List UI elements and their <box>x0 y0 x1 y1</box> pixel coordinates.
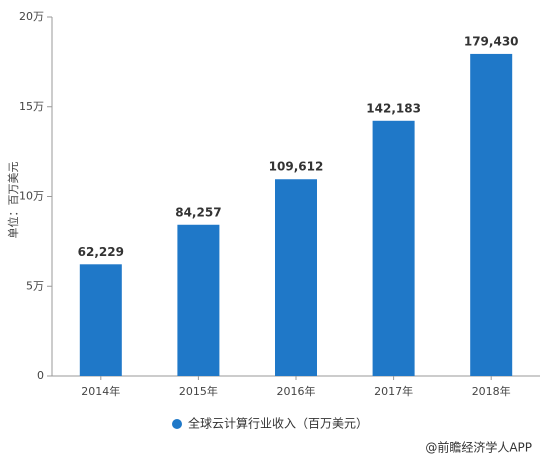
y-tick-label: 0 <box>37 369 44 382</box>
value-label: 142,183 <box>366 101 421 115</box>
value-label: 84,257 <box>175 205 221 219</box>
bar <box>177 224 220 376</box>
y-tick-label: 5万 <box>26 279 44 292</box>
x-tick-label: 2014年 <box>81 384 120 398</box>
y-axis-label: 单位：百万美元 <box>6 162 20 239</box>
bar <box>470 53 513 376</box>
x-tick-label: 2017年 <box>374 384 413 398</box>
bar <box>372 120 415 376</box>
x-tick-label: 2015年 <box>179 384 218 398</box>
bar <box>275 179 317 376</box>
legend-marker <box>172 419 182 429</box>
y-tick-label: 20万 <box>19 10 44 23</box>
x-tick-label: 2016年 <box>277 384 316 398</box>
value-label: 109,612 <box>269 160 324 174</box>
y-tick-label: 10万 <box>19 190 44 203</box>
y-tick-label: 15万 <box>19 100 44 113</box>
value-label: 179,430 <box>464 34 519 48</box>
bar <box>79 264 122 376</box>
value-label: 62,229 <box>78 245 124 259</box>
source: @前瞻经济学人APP <box>425 440 532 455</box>
x-tick-label: 2018年 <box>472 384 511 398</box>
legend-label: 全球云计算行业收入（百万美元） <box>188 416 368 431</box>
